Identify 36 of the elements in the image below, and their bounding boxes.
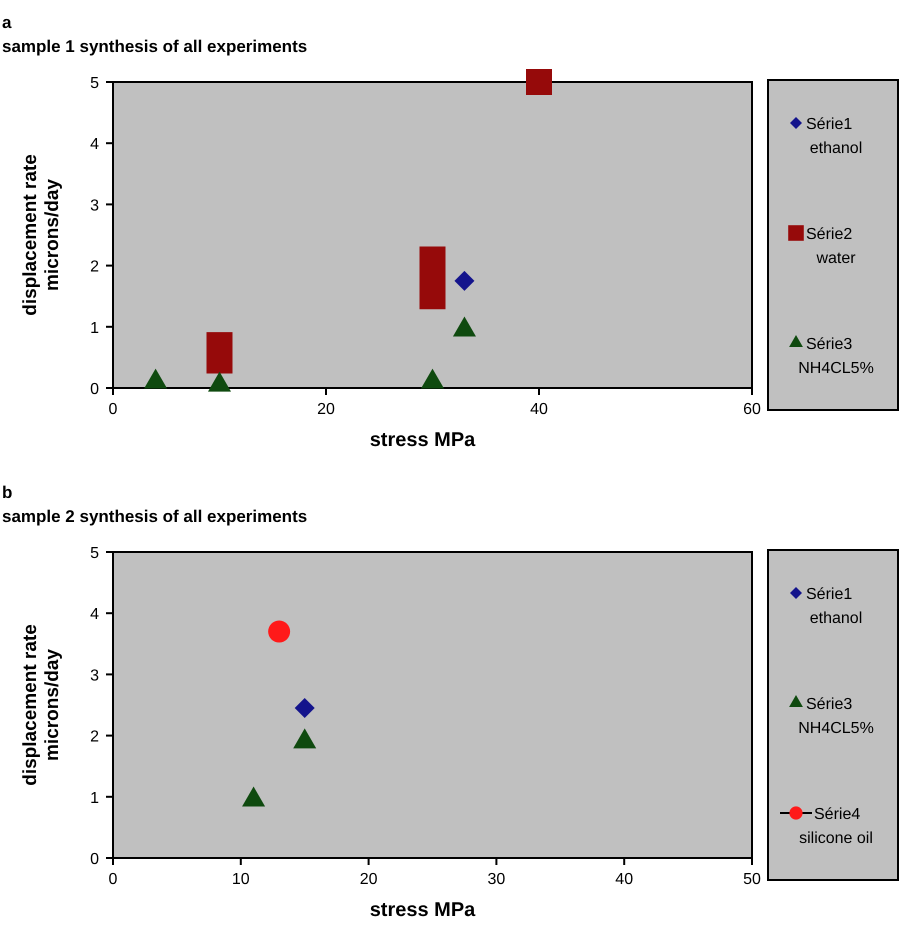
text: b [2, 483, 12, 502]
legend-label: Série2 water [806, 226, 856, 267]
x-tick-label: 0 [108, 401, 118, 418]
x-axis-title: stress MPa [370, 429, 476, 451]
x-tick-label: 40 [615, 871, 634, 888]
chart-title: sample 1 synthesis of all experiments [2, 37, 308, 56]
legend-label: Série3 NH4CL5% [798, 696, 874, 737]
chart-title: sample 2 synthesis of all experiments [2, 507, 308, 526]
x-tick-label: 50 [743, 871, 761, 888]
legend-label: Série3 NH4CL5% [798, 336, 874, 377]
y-tick-label: 0 [90, 381, 100, 398]
x-tick-label: 20 [360, 871, 378, 888]
y-tick-label: 4 [90, 606, 100, 624]
legend-label: Série1 ethanol [806, 116, 862, 157]
x-axis-title: stress MPa [370, 899, 476, 921]
y-tick-label: 1 [90, 790, 100, 807]
y-tick-label: 3 [90, 197, 100, 214]
text: a [2, 13, 12, 32]
y-tick-label: 2 [90, 258, 100, 276]
x-tick-label: 0 [108, 871, 118, 888]
legend-label: Série1 ethanol [806, 586, 862, 627]
y-tick-label: 1 [90, 320, 100, 337]
y-axis-title: displacement rate microns/day [20, 154, 63, 316]
y-tick-label: 0 [90, 851, 100, 868]
x-tick-label: 30 [488, 871, 506, 888]
y-tick-label: 4 [90, 136, 100, 154]
x-tick-label: 10 [232, 871, 250, 888]
x-tick-label: 20 [317, 401, 335, 418]
y-tick-label: 5 [90, 545, 100, 562]
x-tick-label: 40 [530, 401, 548, 418]
y-tick-label: 3 [90, 667, 100, 684]
y-axis-title: displacement rate microns/day [20, 624, 63, 786]
y-tick-label: 2 [90, 728, 100, 746]
y-tick-label: 5 [90, 75, 100, 92]
legend-label: Série4 silicone oil [799, 806, 873, 847]
x-tick-label: 60 [743, 401, 761, 418]
